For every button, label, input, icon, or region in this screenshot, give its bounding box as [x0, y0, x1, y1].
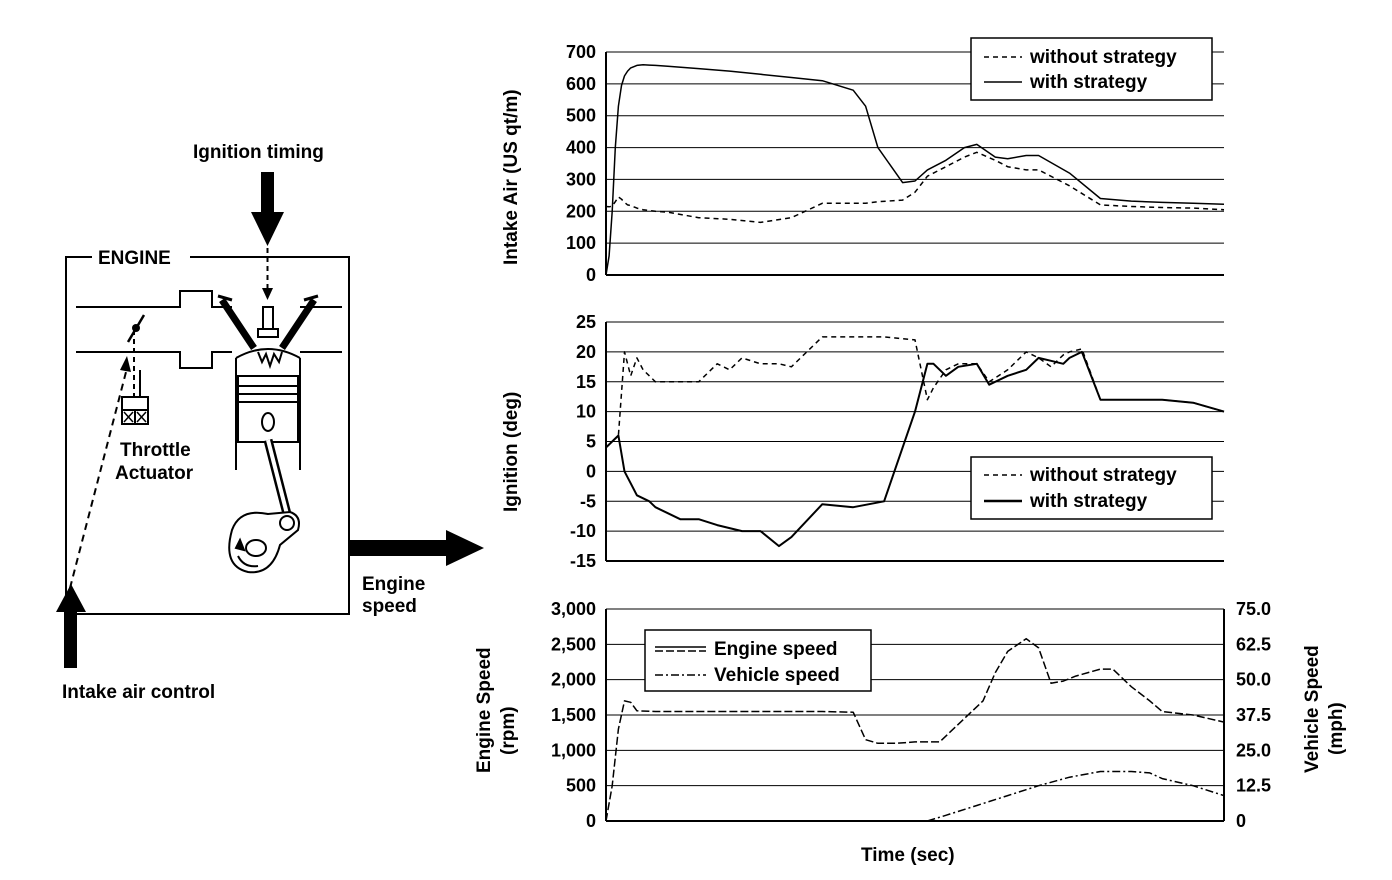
- ignition-chart: -15 -10 -5 0 5 10 15 20 25 Ignition (deg) withou…: [501, 312, 1225, 571]
- y-tick-label: 600: [566, 74, 596, 94]
- chart-grid: [605, 51, 1224, 276]
- series-line-with-strategy: [605, 63, 1225, 276]
- intake-air-chart: 0 100 200 300 400 500 600 700 Intake Air (US qt…: [501, 37, 1225, 285]
- series-line-without-strategy: [605, 336, 1225, 449]
- y-tick-label: -10: [570, 521, 596, 541]
- y-axis-label-line-1: Engine Speed: [474, 647, 495, 773]
- y-tick-labels: 0 500 1,000 1,500 2,000 2,500 3,000: [551, 599, 596, 831]
- y-tick-labels: -15 -10 -5 0 5 10 15 20 25: [570, 312, 596, 571]
- chart-series: [605, 637, 1225, 822]
- series-line-vehicle-speed: [927, 770, 1225, 822]
- legend: Engine speed Vehicle speed: [644, 629, 872, 692]
- y-axis-label: Ignition (deg): [501, 392, 522, 512]
- piston: [237, 375, 299, 443]
- y-tick-label: 20: [576, 342, 596, 362]
- legend-label-with-strategy: with strategy: [1029, 491, 1148, 512]
- y-tick-label: 0: [586, 811, 596, 831]
- y-tick-label: 200: [566, 201, 596, 221]
- throttle-actuator: [121, 330, 149, 425]
- x-axis-label: Time (sec): [861, 845, 955, 866]
- y-tick-label: 400: [566, 138, 596, 158]
- cylinder: [235, 348, 301, 470]
- y-tick-label: 3,000: [551, 599, 596, 619]
- y2-tick-label: 62.5: [1236, 634, 1271, 654]
- engine-speed-label-1: Engine: [362, 574, 425, 595]
- y-tick-label: 2,000: [551, 670, 596, 690]
- series-line-engine-speed: [605, 637, 1225, 822]
- legend-label-without-strategy: without strategy: [1029, 465, 1177, 486]
- y2-axis-label: Vehicle Speed: [1302, 645, 1323, 773]
- engine-box: [65, 256, 350, 615]
- spark-plug: [257, 306, 283, 370]
- series-line-without-strategy: [605, 151, 1225, 224]
- y-tick-label: -15: [570, 551, 596, 571]
- series-line-with-strategy: [605, 350, 1225, 548]
- legend-label-with-strategy: with strategy: [1029, 72, 1148, 93]
- legend-label-engine-speed: Engine speed: [714, 639, 838, 660]
- engine-speed-label-2: speed: [362, 596, 417, 617]
- y2-tick-label: 12.5: [1236, 776, 1271, 796]
- connecting-rod: [263, 438, 293, 520]
- chart-series: [605, 63, 1225, 276]
- speed-chart: 0 500 1,000 1,500 2,000 2,500 3,000 0 12.5 25.0 3…: [474, 599, 1347, 866]
- engine-label-bg: [92, 246, 190, 268]
- y-tick-label: 0: [586, 265, 596, 285]
- engine-speed-arrow: [350, 530, 484, 566]
- y-tick-label: 15: [576, 372, 596, 392]
- engine-label: ENGINE: [98, 248, 171, 269]
- y2-tick-label: 37.5: [1236, 705, 1271, 725]
- ignition-timing-arrow: [251, 172, 284, 300]
- y-tick-label: -5: [580, 491, 596, 511]
- y-tick-label: 5: [586, 432, 596, 452]
- legend-label-without-strategy: without strategy: [1029, 47, 1177, 68]
- legend: without strategy with strategy: [970, 37, 1213, 101]
- y-axis-label: Intake Air (US qt/m): [501, 89, 522, 265]
- engine-diagram: ENGINE Throttle Actuator: [56, 142, 484, 703]
- y-tick-label: 300: [566, 169, 596, 189]
- y2-tick-label: 50.0: [1236, 670, 1271, 690]
- y2-tick-label: 75.0: [1236, 599, 1271, 619]
- throttle-valve: [126, 314, 146, 343]
- y-axis-label-line-2: (rpm): [498, 706, 519, 755]
- y-tick-label: 700: [566, 42, 596, 62]
- y-tick-label: 1,000: [551, 740, 596, 760]
- y2-tick-label: 0: [1236, 811, 1246, 831]
- throttle-actuator-label-1: Throttle: [120, 440, 191, 461]
- y2-axis-label-line-2: (mph): [1326, 702, 1347, 755]
- y-tick-label: 10: [576, 402, 596, 422]
- chart-series: [605, 336, 1225, 548]
- y-tick-label: 1,500: [551, 705, 596, 725]
- y-tick-label: 2,500: [551, 634, 596, 654]
- intake-valve: [217, 294, 257, 350]
- y-tick-labels: 0 100 200 300 400 500 600 700: [566, 42, 596, 285]
- y-tick-label: 100: [566, 233, 596, 253]
- intake-manifold: [76, 290, 342, 369]
- y-tick-label: 0: [586, 461, 596, 481]
- exhaust-valve: [279, 294, 319, 350]
- y-tick-label: 500: [566, 776, 596, 796]
- intake-air-control-arrow: [56, 356, 131, 668]
- y2-tick-labels: 0 12.5 25.0 37.5 50.0 62.5 75.0: [1236, 599, 1271, 831]
- y-tick-label: 500: [566, 106, 596, 126]
- ignition-timing-label: Ignition timing: [193, 142, 324, 163]
- legend-label-vehicle-speed: Vehicle speed: [714, 665, 840, 686]
- throttle-actuator-label-2: Actuator: [115, 463, 194, 484]
- intake-air-control-label: Intake air control: [62, 682, 215, 703]
- chart-grid: [605, 321, 1224, 562]
- y2-tick-label: 25.0: [1236, 740, 1271, 760]
- legend: without strategy with strategy: [970, 456, 1213, 520]
- y-tick-label: 25: [576, 312, 596, 332]
- crankshaft: [228, 510, 300, 574]
